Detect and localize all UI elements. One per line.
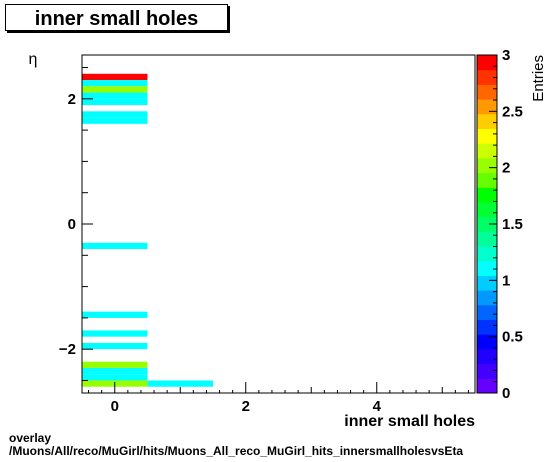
palette-tick-label: 0.5 bbox=[502, 329, 523, 346]
palette-tick-label: 2 bbox=[502, 160, 510, 177]
chart-title-box: inner small holes bbox=[5, 4, 228, 31]
palette-band bbox=[477, 260, 497, 276]
y-axis-label: η bbox=[29, 51, 38, 68]
palette-band bbox=[477, 128, 497, 144]
palette-band bbox=[477, 55, 497, 71]
palette-band bbox=[477, 348, 497, 365]
footer-line-2: /Muons/All/reco/MuGirl/hits/Muons_All_re… bbox=[9, 444, 464, 458]
histogram-cell bbox=[82, 117, 148, 124]
palette-band bbox=[477, 201, 497, 218]
palette-band bbox=[477, 275, 497, 291]
palette-band bbox=[477, 69, 497, 85]
palette-band bbox=[477, 304, 497, 321]
x-axis-label: inner small holes bbox=[344, 413, 475, 430]
x-axis: 0 2 4 bbox=[88, 382, 469, 415]
palette-band bbox=[477, 231, 497, 247]
palette-band bbox=[477, 84, 497, 100]
footer: overlay /Muons/All/reco/MuGirl/hits/Muon… bbox=[9, 432, 463, 458]
histogram-cell bbox=[82, 242, 148, 250]
palette-band bbox=[477, 363, 497, 379]
histogram-cell bbox=[82, 361, 148, 368]
palette-axis-label: Entries bbox=[530, 55, 546, 102]
y-axis: −2 0 2 bbox=[59, 67, 93, 381]
y-tick-label: 2 bbox=[68, 91, 76, 108]
histogram-cell bbox=[82, 374, 148, 381]
histogram-cell bbox=[82, 342, 148, 350]
palette-tick-label: 2.5 bbox=[502, 103, 523, 120]
histogram-cell bbox=[82, 98, 148, 106]
histogram-cell bbox=[82, 367, 148, 375]
histogram-cell bbox=[82, 80, 148, 87]
chart-title: inner small holes bbox=[34, 8, 199, 30]
footer-line-1: overlay bbox=[9, 431, 52, 445]
histogram-cells bbox=[82, 73, 213, 387]
palette-band bbox=[477, 319, 497, 335]
histogram-cell bbox=[82, 92, 148, 99]
histogram-cell bbox=[82, 330, 148, 337]
palette-band bbox=[477, 334, 497, 350]
palette-band bbox=[477, 113, 497, 129]
palette-tick-label: 3 bbox=[502, 47, 510, 64]
palette-band bbox=[477, 172, 497, 188]
color-palette: 0 0.5 1 1.5 2 2.5 3 bbox=[476, 47, 523, 402]
histogram-cell bbox=[82, 111, 148, 118]
palette-tick-label: 1 bbox=[502, 272, 510, 289]
x-tick-label: 0 bbox=[111, 398, 119, 415]
palette-band bbox=[477, 187, 497, 203]
palette-tick-label: 1.5 bbox=[502, 216, 523, 233]
histogram-cell bbox=[147, 380, 213, 387]
palette-band bbox=[477, 246, 497, 262]
palette-band bbox=[477, 290, 497, 306]
histogram-cell bbox=[82, 73, 148, 81]
plot-frame bbox=[81, 54, 476, 394]
y-tick-label: 0 bbox=[68, 216, 76, 233]
palette-band bbox=[477, 378, 497, 394]
x-tick-label: 2 bbox=[242, 398, 250, 415]
palette-tick-label: 0 bbox=[502, 385, 510, 402]
x-tick-label: 4 bbox=[373, 398, 382, 415]
y-tick-label: −2 bbox=[59, 341, 76, 358]
histogram-cell bbox=[82, 311, 148, 318]
palette-band bbox=[477, 157, 497, 174]
palette-band bbox=[477, 143, 497, 159]
palette-band bbox=[477, 216, 497, 232]
palette-band bbox=[477, 99, 497, 115]
histogram-cell bbox=[82, 86, 148, 93]
